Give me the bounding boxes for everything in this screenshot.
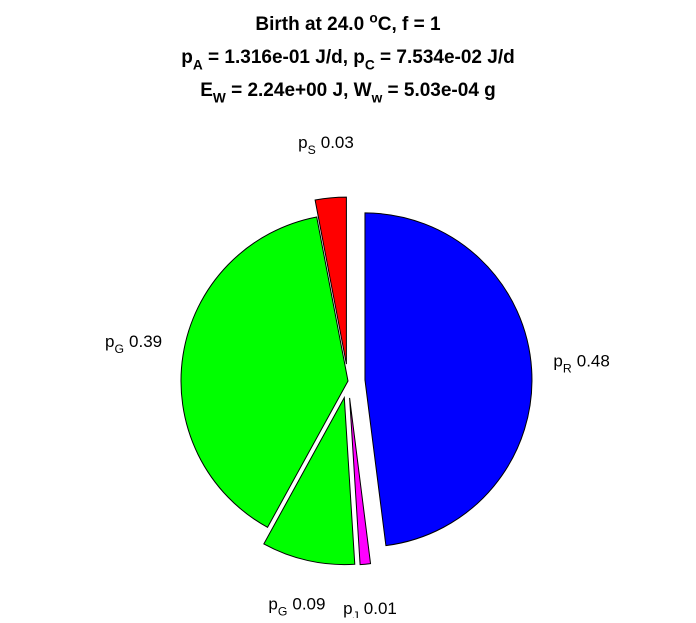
pie-slice [314,196,347,365]
slice-value: 0.09 [292,594,325,613]
supscript: o [369,10,377,25]
text-run: = 1.316e-01 J/d, p [203,47,365,68]
subscript: R [563,361,572,375]
slice-label: pG 0.09 [268,594,325,618]
title-line: Birth at 24.0 oC, f = 1 [255,10,441,35]
slice-label: pS 0.03 [298,133,354,157]
text-run: E [200,80,213,101]
slice-value: 0.03 [321,133,354,152]
text-run: p [268,594,277,613]
title-line: EW = 2.24e+00 J, Ww = 5.03e-04 g [200,80,496,106]
slice-value: 0.39 [129,332,162,351]
slice-value: 0.01 [364,599,397,618]
subscript: G [114,342,124,356]
text-run: = 5.03e-04 g [382,80,496,101]
slice-value: 0.48 [577,351,610,370]
subscript: W [213,91,226,106]
slice-label: pG 0.39 [105,332,162,356]
subscript: A [193,58,203,73]
text-run: Birth at 24.0 [255,14,369,35]
pie-slice [180,216,349,529]
subscript: J [353,609,359,618]
text-run: = 7.534e-02 J/d [375,47,515,68]
subscript: C [365,58,375,73]
text-run: p [298,133,307,152]
subscript: w [371,91,383,106]
slice-label: pR 0.48 [553,351,609,375]
text-run: p [181,47,193,68]
subscript: S [308,143,316,157]
text-run: p [343,599,352,618]
pie-slice [364,212,533,547]
subscript: G [278,604,288,618]
title-line: pA = 1.316e-01 J/d, pC = 7.534e-02 J/d [181,47,514,73]
text-run: = 2.24e+00 J, W [226,80,372,101]
text-run: p [553,351,562,370]
text-run: p [105,332,114,351]
text-run: C, f = 1 [378,14,441,35]
title: Birth at 24.0 oC, f = 1 pA = 1.316e-01 J/… [181,10,514,105]
pie-slice [349,397,372,566]
slice-label: pJ 0.01 [343,599,397,618]
pie-slice [263,395,356,566]
